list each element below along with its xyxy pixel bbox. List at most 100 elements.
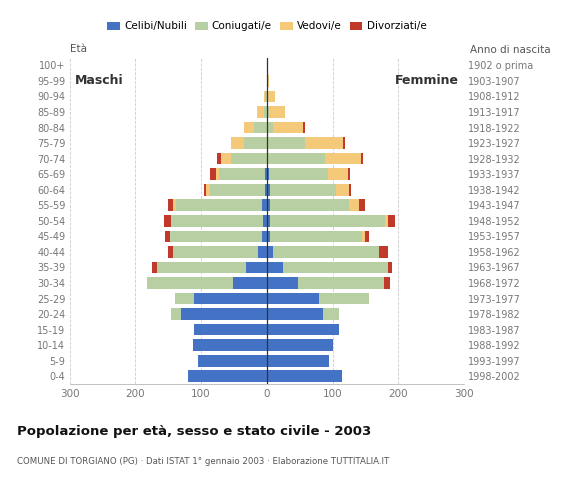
Text: Femmine: Femmine (395, 74, 459, 87)
Bar (266, 184, 267, 195)
Bar (263, 91, 265, 102)
Bar (182, 308, 267, 320)
Bar (298, 277, 384, 289)
Bar (385, 215, 389, 227)
Bar (168, 199, 173, 211)
Bar (157, 262, 246, 273)
Bar (267, 184, 270, 195)
Bar (152, 262, 157, 273)
Bar (231, 137, 244, 149)
Bar (265, 168, 267, 180)
Legend: Celibi/Nubili, Coniugati/e, Vedovi/e, Divorziati/e: Celibi/Nubili, Coniugati/e, Vedovi/e, Di… (103, 17, 430, 36)
Bar (267, 75, 269, 87)
Bar (262, 230, 267, 242)
Bar (267, 199, 270, 211)
Bar (267, 106, 269, 118)
Bar (349, 199, 359, 211)
Bar (175, 293, 194, 304)
Bar (305, 137, 343, 149)
Bar (206, 184, 209, 195)
Bar (219, 168, 265, 180)
Bar (218, 153, 221, 165)
Text: Anno di nascita: Anno di nascita (470, 45, 550, 55)
Bar (365, 230, 369, 242)
Bar (147, 277, 233, 289)
Bar (194, 324, 267, 336)
Bar (267, 230, 270, 242)
Bar (221, 153, 231, 165)
Bar (204, 184, 206, 195)
Bar (257, 106, 263, 118)
Bar (320, 293, 369, 304)
Bar (194, 293, 267, 304)
Bar (359, 199, 365, 211)
Bar (267, 308, 322, 320)
Bar (270, 230, 362, 242)
Bar (193, 339, 267, 351)
Bar (211, 168, 216, 180)
Bar (267, 355, 329, 367)
Bar (389, 215, 395, 227)
Bar (283, 262, 389, 273)
Bar (209, 184, 266, 195)
Bar (253, 122, 267, 133)
Bar (176, 199, 262, 211)
Bar (233, 277, 267, 289)
Bar (262, 199, 267, 211)
Bar (349, 184, 351, 195)
Bar (267, 371, 342, 382)
Bar (273, 246, 379, 258)
Bar (269, 106, 285, 118)
Bar (267, 153, 325, 165)
Bar (165, 230, 170, 242)
Bar (269, 168, 328, 180)
Text: Popolazione per età, sesso e stato civile - 2003: Popolazione per età, sesso e stato civil… (17, 425, 372, 438)
Bar (267, 293, 320, 304)
Bar (328, 168, 347, 180)
Bar (267, 324, 339, 336)
Bar (347, 168, 350, 180)
Bar (303, 122, 305, 133)
Bar (171, 215, 263, 227)
Bar (362, 230, 365, 242)
Bar (267, 277, 298, 289)
Bar (325, 153, 361, 165)
Bar (173, 199, 176, 211)
Bar (273, 122, 303, 133)
Bar (270, 215, 385, 227)
Bar (267, 215, 270, 227)
Bar (231, 153, 267, 165)
Bar (336, 184, 349, 195)
Bar (267, 91, 275, 102)
Bar (343, 137, 345, 149)
Bar (384, 277, 390, 289)
Bar (216, 168, 219, 180)
Bar (267, 246, 273, 258)
Bar (258, 246, 267, 258)
Bar (322, 308, 339, 320)
Bar (379, 246, 389, 258)
Bar (244, 122, 253, 133)
Bar (267, 168, 269, 180)
Bar (188, 371, 267, 382)
Bar (361, 153, 362, 165)
Bar (267, 262, 283, 273)
Bar (168, 246, 173, 258)
Bar (198, 355, 267, 367)
Bar (244, 137, 267, 149)
Text: Età: Età (70, 45, 86, 55)
Bar (270, 199, 349, 211)
Text: COMUNE DI TORGIANO (PG) · Dati ISTAT 1° gennaio 2003 · Elaborazione TUTTITALIA.I: COMUNE DI TORGIANO (PG) · Dati ISTAT 1° … (17, 457, 390, 466)
Bar (389, 262, 392, 273)
Bar (267, 122, 273, 133)
Bar (265, 91, 267, 102)
Bar (246, 262, 267, 273)
Bar (263, 106, 267, 118)
Bar (267, 339, 332, 351)
Bar (267, 137, 305, 149)
Bar (270, 184, 336, 195)
Text: Maschi: Maschi (75, 74, 124, 87)
Bar (173, 246, 258, 258)
Bar (164, 215, 171, 227)
Bar (170, 230, 262, 242)
